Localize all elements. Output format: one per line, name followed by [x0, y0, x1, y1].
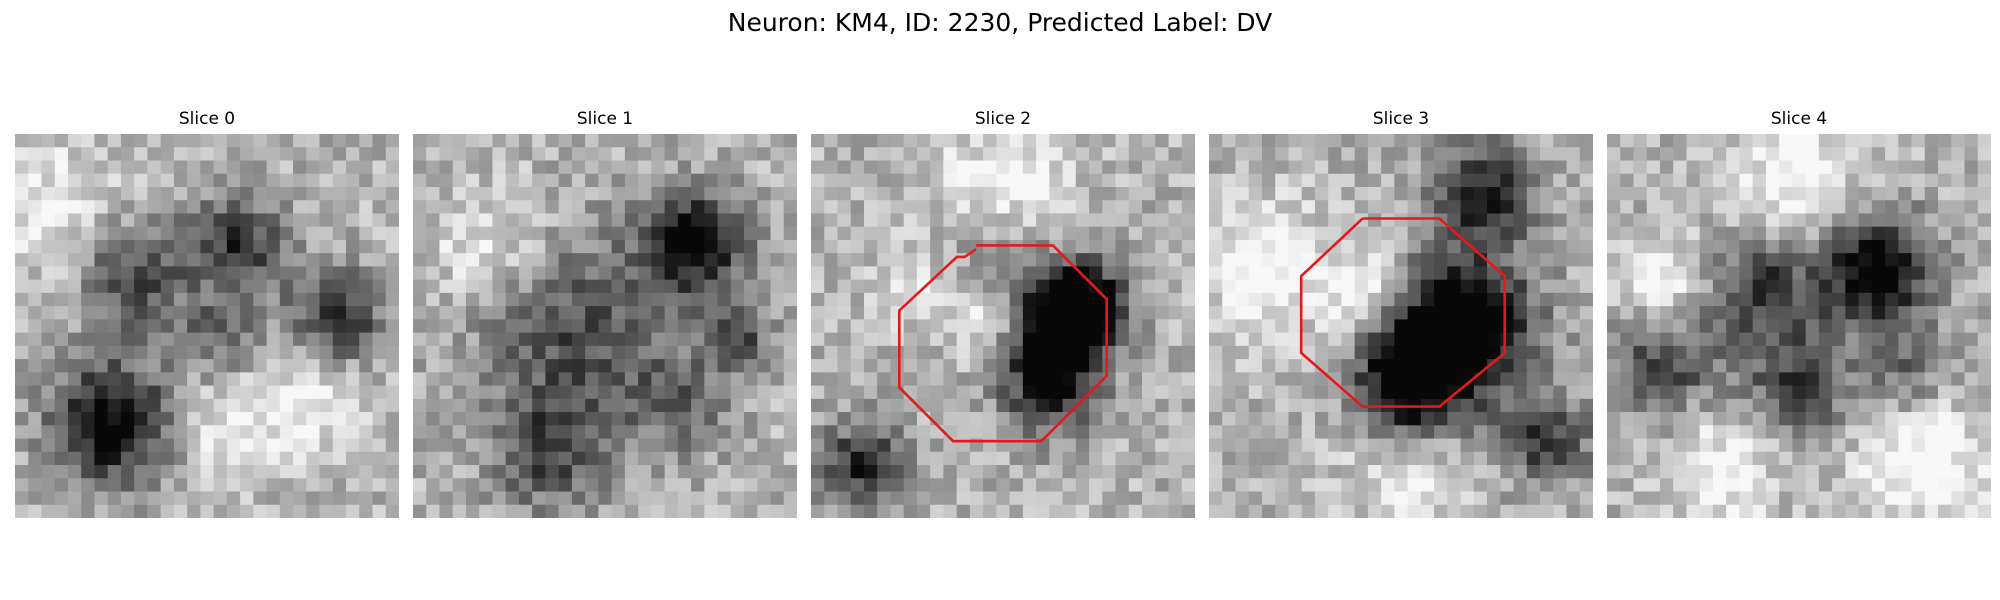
slice-title: Slice 2 [974, 109, 1032, 129]
slice-image [15, 134, 399, 518]
slice-image [1607, 134, 1991, 518]
slice-title: Slice 0 [178, 109, 236, 129]
slice-title: Slice 1 [576, 109, 634, 129]
slice-panel-4: Slice 4 [1607, 108, 1991, 518]
slice-image [811, 134, 1195, 518]
slice-panel-1: Slice 1 [413, 108, 797, 518]
slice-title: Slice 4 [1770, 109, 1828, 129]
roi-outline [1299, 217, 1507, 408]
slice-title: Slice 3 [1372, 109, 1430, 129]
figure-title: Neuron: KM4, ID: 2230, Predicted Label: … [727, 8, 1273, 37]
slice-panel-3: Slice 3 [1209, 108, 1593, 518]
roi-outline [898, 244, 1109, 443]
slice-image [413, 134, 797, 518]
slice-panel-2: Slice 2 [811, 108, 1195, 518]
slice-panel-0: Slice 0 [15, 108, 399, 518]
slice-image [1209, 134, 1593, 518]
